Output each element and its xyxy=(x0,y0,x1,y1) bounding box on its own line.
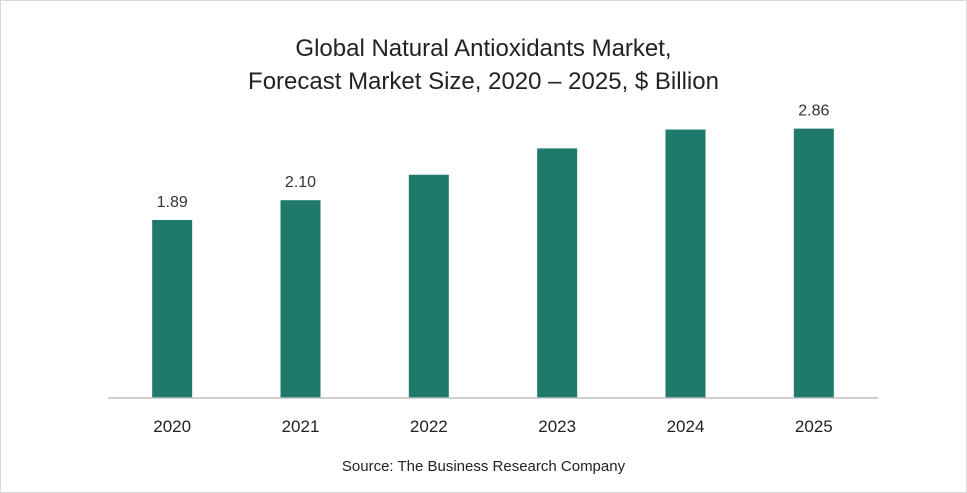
chart-title: Global Natural Antioxidants Market, Fore… xyxy=(0,32,967,98)
data-label-2025: 2.86 xyxy=(798,103,829,120)
x-tick-label-2023: 2023 xyxy=(538,417,576,436)
data-label-2021: 2.10 xyxy=(285,174,316,191)
x-tick-label-2024: 2024 xyxy=(667,417,705,436)
bar-2024 xyxy=(665,129,706,398)
bar-2020 xyxy=(152,219,193,398)
data-label-2020: 1.89 xyxy=(157,194,188,211)
x-tick-label-2022: 2022 xyxy=(410,417,448,436)
bar-2022 xyxy=(408,174,449,398)
x-tick-label-2025: 2025 xyxy=(795,417,833,436)
chart-title-line-1: Global Natural Antioxidants Market, xyxy=(295,35,672,62)
bar-2025 xyxy=(793,128,834,398)
bar-2021 xyxy=(280,200,321,398)
x-tick-label-2020: 2020 xyxy=(153,417,191,436)
source-note: Source: The Business Research Company xyxy=(341,458,626,475)
x-tick-label-2021: 2021 xyxy=(282,417,320,436)
chart-title-line-2: Forecast Market Size, 2020 – 2025, $ Bil… xyxy=(248,68,719,95)
bar-2023 xyxy=(537,148,578,398)
